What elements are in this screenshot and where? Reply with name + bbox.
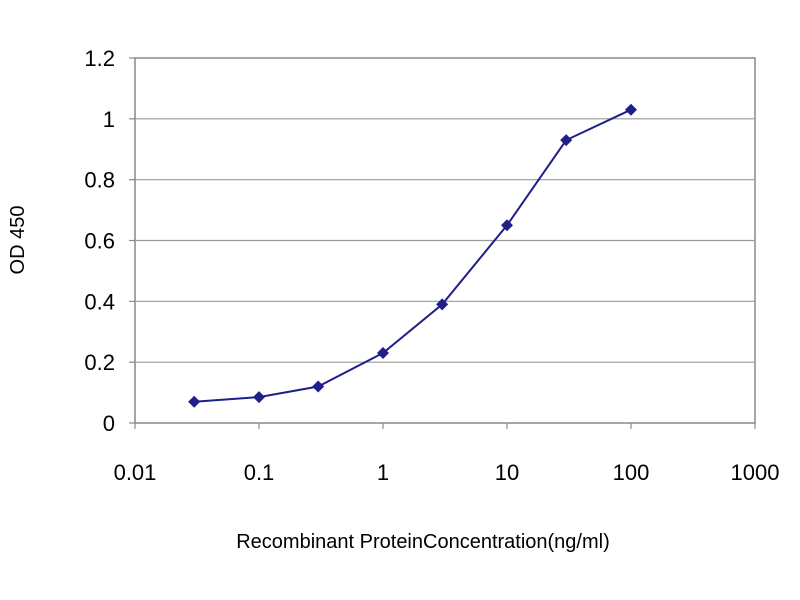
data-point — [436, 298, 449, 311]
y-tick-label: 0 — [103, 411, 115, 436]
x-tick-label: 100 — [613, 460, 650, 485]
x-tick-label: 0.1 — [244, 460, 275, 485]
data-point — [625, 103, 637, 116]
data-point — [312, 380, 325, 393]
data-point — [560, 134, 573, 147]
data-point — [188, 395, 201, 408]
x-ticks: 0.01 0.1 1 10 100 1000 — [114, 423, 780, 485]
data-point — [253, 391, 265, 404]
data-point — [377, 347, 389, 360]
y-axis-title: OD 450 — [7, 206, 29, 275]
y-tick-label: 1 — [103, 107, 115, 132]
series — [188, 103, 637, 408]
y-tick-label: 0.2 — [84, 350, 115, 375]
y-tick-label: 0.8 — [84, 168, 115, 193]
y-tick-label: 1.2 — [84, 46, 115, 71]
x-tick-label: 10 — [495, 460, 519, 485]
x-axis-title: Recombinant ProteinConcentration(ng/ml) — [236, 531, 610, 553]
series-line — [194, 108, 632, 403]
x-tick-label: 1 — [377, 460, 389, 485]
y-tick-label: 0.6 — [84, 229, 115, 254]
y-tick-label: 0.4 — [84, 289, 115, 314]
data-point — [501, 219, 513, 232]
y-ticks: 0 0.2 0.4 0.6 0.8 1 1.2 — [84, 46, 135, 436]
x-tick-label: 1000 — [731, 460, 780, 485]
x-tick-label: 0.01 — [114, 460, 157, 485]
